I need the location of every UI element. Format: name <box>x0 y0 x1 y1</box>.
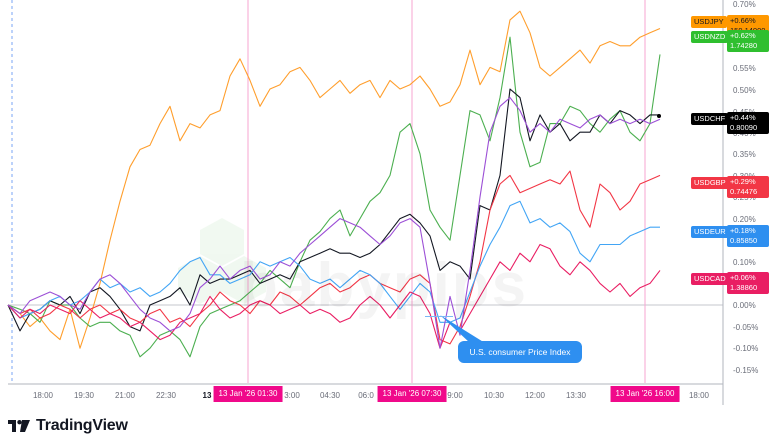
x-tick-label: 13 <box>202 391 212 400</box>
x-tick-label: 18:00 <box>688 391 710 400</box>
x-tick-label: 12:00 <box>524 391 546 400</box>
x-tick-label: 18:00 <box>32 391 54 400</box>
series-line-usdnzd[interactable] <box>7 36 661 358</box>
x-tick-label: 06:0 <box>358 391 374 400</box>
y-tick-label: 0.00% <box>733 301 756 310</box>
series-line-usdgbp[interactable] <box>7 170 661 345</box>
x-crosshair-badge: 13 Jan '26 07:30 <box>377 386 447 402</box>
series-line-usdchf-alt[interactable] <box>7 97 661 349</box>
series-line-usdjpy[interactable] <box>7 10 661 349</box>
tradingview-wordmark: TradingView <box>36 417 128 434</box>
tradingview-logo-icon <box>8 420 30 432</box>
y-tick-label: 0.50% <box>733 86 756 95</box>
x-tick-label: 22:30 <box>155 391 177 400</box>
legend-pair-usdgbp[interactable]: USDGBP <box>691 177 729 189</box>
legend-pair-usdnzd[interactable]: USDNZD <box>691 31 729 43</box>
x-tick-label: 3:00 <box>284 391 300 400</box>
x-tick-label: 13:30 <box>565 391 587 400</box>
legend-value-usdcad: +0.06% 1.38860 <box>727 272 769 294</box>
babypips-watermark: babypips <box>240 250 528 321</box>
annotation-pointer <box>440 315 485 343</box>
x-tick-label: 9:00 <box>447 391 463 400</box>
y-tick-label: 0.70% <box>733 0 756 9</box>
x-tick-label: 21:00 <box>114 391 136 400</box>
legend-pair-usdcad[interactable]: USDCAD <box>691 273 729 285</box>
series-line-usdcad[interactable] <box>7 243 661 349</box>
x-crosshair-badge: 13 Jan '26 16:00 <box>610 386 680 402</box>
y-tick-label: 0.20% <box>733 215 756 224</box>
x-tick-label: 19:30 <box>73 391 95 400</box>
legend-value-usdnzd: +0.62% 1.74280 <box>727 30 769 52</box>
y-tick-label: 0.55% <box>733 64 756 73</box>
y-tick-label: 0.10% <box>733 258 756 267</box>
y-tick-label: 0.35% <box>733 150 756 159</box>
x-tick-label: 04:30 <box>319 391 341 400</box>
legend-value-usdeur: +0.18% 0.85850 <box>727 225 769 247</box>
last-point-marker <box>657 114 661 118</box>
legend-value-usdchf: +0.44% 0.80090 <box>727 112 769 134</box>
legend-value-usdgbp: +0.29% 0.74476 <box>727 176 769 198</box>
legend-pair-usdjpy[interactable]: USDJPY <box>691 16 727 28</box>
y-tick-label: -0.05% <box>733 323 759 332</box>
series-layer <box>7 10 661 358</box>
y-tick-label: -0.10% <box>733 344 759 353</box>
series-line-usdeur[interactable] <box>7 200 660 323</box>
y-tick-label: -0.15% <box>733 366 759 375</box>
legend-pair-usdchf[interactable]: USDCHF <box>691 113 729 125</box>
x-tick-label: 10:30 <box>483 391 505 400</box>
cpi-annotation[interactable]: U.S. consumer Price Index <box>458 341 582 363</box>
x-crosshair-badge: 13 Jan '26 01:30 <box>213 386 283 402</box>
legend-pair-usdeur[interactable]: USDEUR <box>691 226 729 238</box>
tradingview-logo[interactable]: TradingView <box>8 417 128 435</box>
